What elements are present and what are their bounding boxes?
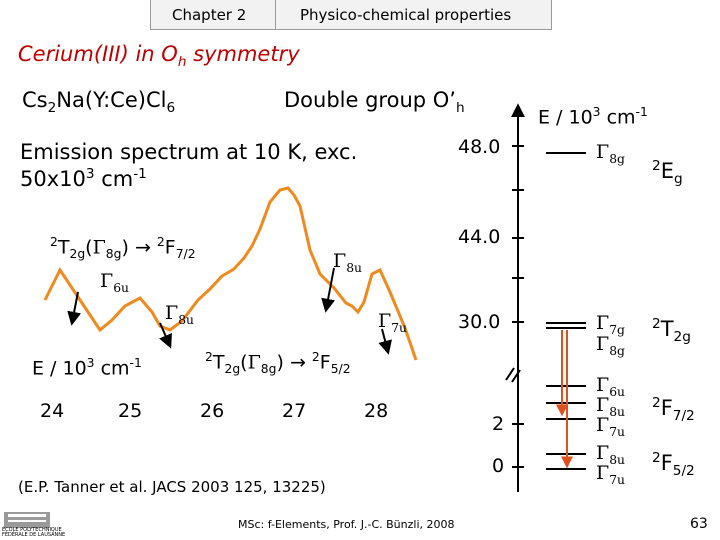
header-box <box>150 0 552 30</box>
transition-lower-label: 2T2g(Γ8g) → 2F5/2 <box>205 350 351 377</box>
term-2F7-2: 2F7/2 <box>652 395 695 425</box>
peak-label-gamma8u-right: Γ8u <box>333 250 362 275</box>
citation: (E.P. Tanner et al. JACS 2003 125, 13225… <box>18 478 326 496</box>
chapter-label: Chapter 2 <box>172 6 247 24</box>
energy-tick-48: 48.0 <box>458 136 501 158</box>
level-gamma8g-top: Γ8g <box>596 141 625 166</box>
energy-axis-ticks <box>512 145 524 468</box>
footer-course: MSc: f-Elements, Prof. J.-C. Bünzli, 200… <box>238 518 455 531</box>
page-number: 63 <box>690 516 708 532</box>
topic-label: Physico-chemical properties <box>300 6 512 24</box>
level-gamma7g: Γ7g <box>596 312 625 337</box>
arrow-gamma6u <box>67 291 82 326</box>
x-tick-24: 24 <box>40 400 65 422</box>
emission-line-1: Emission spectrum at 10 K, exc. <box>20 140 358 164</box>
term-2T2g: 2T2g <box>652 316 691 346</box>
x-tick-27: 27 <box>282 400 307 422</box>
emission-line-2: 50x103 cm-1 <box>20 166 147 191</box>
energy-tick-2: 2 <box>492 413 505 435</box>
arrow-gamma8u-left <box>159 322 172 349</box>
header-separator <box>275 0 276 29</box>
energy-axis-break-2 <box>511 369 521 383</box>
x-tick-28: 28 <box>364 400 389 422</box>
double-group-label: Double group O’h <box>284 88 465 117</box>
energy-tick-0: 0 <box>492 455 505 477</box>
transition-upper-label: 2T2g(Γ8g) → 2F7/2 <box>50 235 196 262</box>
energy-axis-label: E / 103 cm-1 <box>538 105 648 129</box>
energy-tick-30: 30.0 <box>458 311 501 333</box>
emission-spectrum-curve <box>43 186 418 361</box>
spectrum-x-axis-label: E / 103 cm-1 <box>32 356 142 380</box>
level-gamma6u: Γ6u <box>596 374 625 399</box>
arrow-gamma8u-right <box>321 267 335 313</box>
level-gamma8u-a: Γ8u <box>596 394 625 419</box>
compound-formula: Cs2Na(Y:Ce)Cl6 <box>22 88 176 117</box>
peak-label-gamma6u: Γ6u <box>100 270 129 295</box>
peak-label-gamma7u: Γ7u <box>378 310 407 335</box>
peak-label-gamma8u-left: Γ8u <box>165 302 194 327</box>
term-2F5-2: 2F5/2 <box>652 450 695 480</box>
epfl-logo-text: ÉCOLE POLYTECHNIQUE FÉDÉRALE DE LAUSANNE <box>2 527 66 538</box>
x-tick-25: 25 <box>118 400 143 422</box>
energy-axis-break-1 <box>505 367 515 381</box>
slide-title: Cerium(III) in Oh symmetry <box>18 42 300 71</box>
level-gamma8g: Γ8g <box>596 333 625 358</box>
level-gamma7u-a: Γ7u <box>596 414 625 439</box>
x-tick-26: 26 <box>200 400 225 422</box>
arrow-gamma7u <box>378 328 392 355</box>
level-gamma7u-b: Γ7u <box>596 462 625 487</box>
energy-tick-44: 44.0 <box>458 226 501 248</box>
term-2Eg: 2Eg <box>652 158 683 188</box>
level-gamma8u-b: Γ8u <box>596 442 625 467</box>
